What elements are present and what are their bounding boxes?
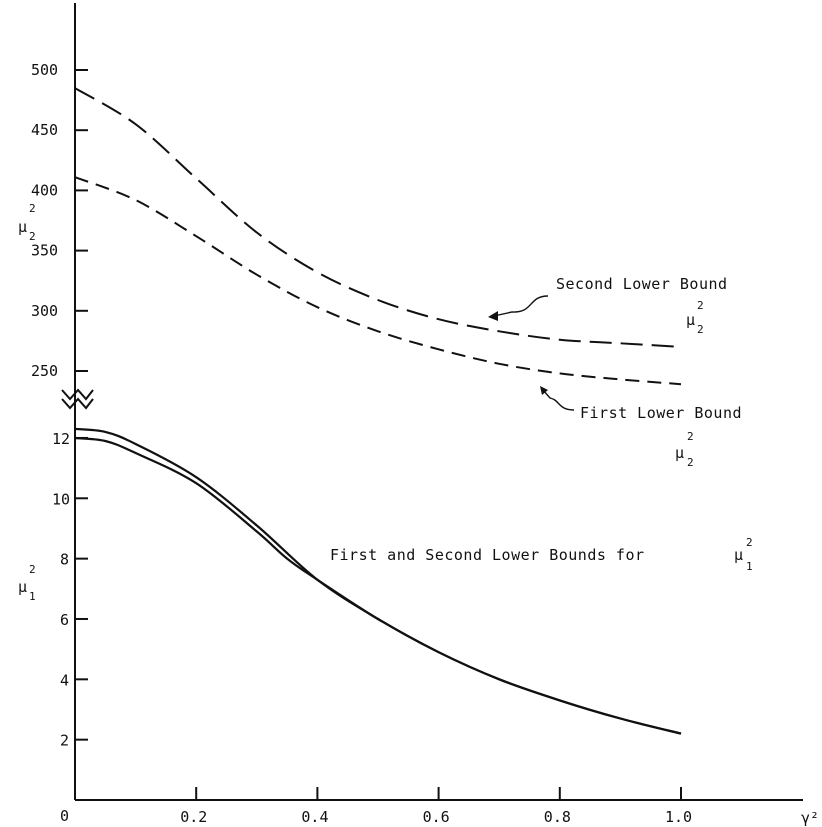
x-origin-label: 0 — [60, 807, 69, 825]
svg-text:Second Lower Bound: Second Lower Bound — [556, 275, 728, 293]
svg-text:2: 2 — [29, 230, 36, 243]
x-axis-ticks: 0.2 0.4 0.6 0.8 1.0 — [180, 787, 692, 826]
upper-tick-label-250: 250 — [31, 362, 58, 380]
upper-axis-ticks: 250 300 350 400 450 500 — [31, 61, 88, 380]
arrowhead — [488, 311, 498, 321]
upper-tick-label-500: 500 — [31, 61, 58, 79]
series-line-1 — [74, 87, 682, 348]
annotation-first-lower-bound: First Lower Bound μ 2 2 — [540, 386, 742, 469]
series-line-2 — [74, 176, 682, 386]
series-line-3 — [74, 427, 682, 735]
x-tick-label-0.6: 0.6 — [423, 808, 450, 826]
svg-text:1: 1 — [746, 560, 753, 573]
svg-text:μ: μ — [18, 218, 27, 236]
axes — [61, 3, 803, 801]
upper-tick-label-350: 350 — [31, 242, 58, 260]
arrowhead — [540, 386, 548, 395]
svg-text:First Lower Bound: First Lower Bound — [580, 404, 742, 422]
svg-text:First and Second Lower Bounds: First and Second Lower Bounds for — [330, 546, 645, 564]
svg-text:1: 1 — [29, 590, 36, 603]
x-tick-label-1: 1.0 — [665, 808, 692, 826]
annotation-arrow — [542, 389, 575, 411]
svg-text:2: 2 — [29, 563, 36, 576]
upper-tick-label-300: 300 — [31, 302, 58, 320]
axis-break-mark — [61, 388, 94, 410]
x-tick-label-0.4: 0.4 — [301, 808, 328, 826]
svg-text:2: 2 — [697, 323, 704, 336]
annotation-second-lower-bound: Second Lower Bound μ 2 2 — [488, 275, 728, 336]
annotation-arrow — [493, 295, 549, 317]
series-line-4 — [74, 436, 682, 735]
lower-tick-label-8: 8 — [60, 551, 69, 569]
x-tick-label-0.2: 0.2 — [180, 808, 207, 826]
upper-tick-label-400: 400 — [31, 181, 58, 199]
svg-text:μ: μ — [686, 311, 695, 329]
lower-tick-label-12: 12 — [52, 430, 70, 448]
lower-tick-label-4: 4 — [60, 671, 69, 689]
lower-axis-ticks: 2 4 6 8 10 12 — [52, 430, 88, 750]
lower-tick-label-2: 2 — [60, 732, 69, 750]
svg-text:2: 2 — [687, 430, 694, 443]
svg-text:2: 2 — [697, 299, 704, 312]
svg-text:μ: μ — [675, 444, 684, 462]
x-tick-label-0.8: 0.8 — [544, 808, 571, 826]
upper-tick-label-450: 450 — [31, 121, 58, 139]
svg-text:μ: μ — [734, 546, 743, 564]
annotation-lower-bounds-mu1: First and Second Lower Bounds for μ 2 1 — [330, 536, 753, 573]
svg-text:2: 2 — [687, 456, 694, 469]
lower-tick-label-6: 6 — [60, 611, 69, 629]
lower-axis-title: μ 2 1 — [18, 563, 36, 603]
svg-text:2: 2 — [746, 536, 753, 549]
svg-text:2: 2 — [29, 202, 36, 215]
series-layer — [74, 87, 682, 735]
svg-text:μ: μ — [18, 578, 27, 596]
x-axis-label: γ² — [801, 809, 819, 827]
upper-axis-title: μ 2 2 — [18, 202, 36, 243]
lower-tick-label-10: 10 — [52, 490, 70, 508]
